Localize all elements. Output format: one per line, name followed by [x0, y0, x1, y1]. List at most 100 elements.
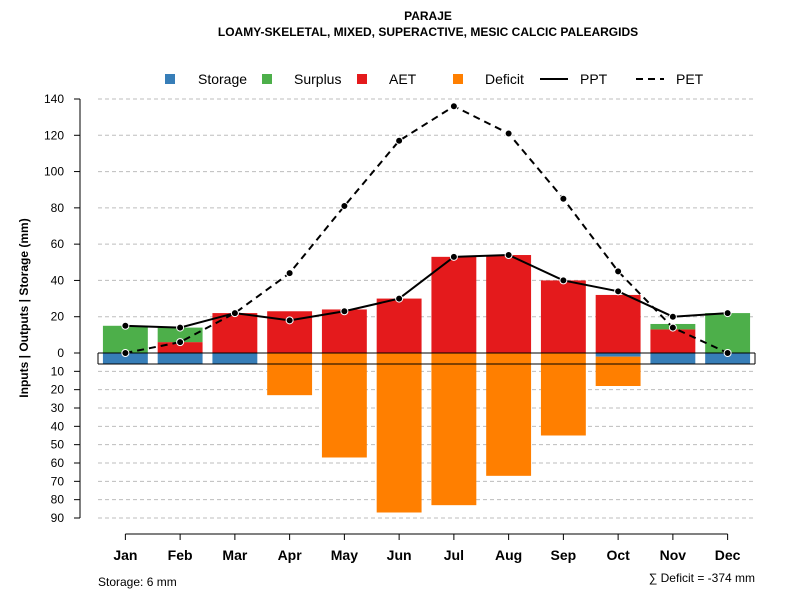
storage-bar-jan: [102, 353, 148, 364]
deficit-bar-aug: [486, 353, 532, 476]
pet-point-jul: [449, 102, 458, 111]
legend-label-deficit: Deficit: [485, 71, 524, 87]
legend-swatch-surplus: [262, 74, 272, 84]
deficit-bar-jun: [376, 353, 422, 513]
y-axis-title: Inputs | Outputs | Storage (mm): [17, 218, 31, 397]
ppt-point-aug: [504, 251, 513, 260]
pet-point-dec: [723, 349, 732, 357]
ppt-line: [125, 254, 728, 329]
y-tick-label-bottom-50: 50: [51, 438, 65, 452]
pet-point-may: [340, 202, 349, 211]
pet-point-feb: [176, 338, 185, 347]
y-tick-label-top-120: 120: [44, 128, 64, 142]
legend-label-surplus: Surplus: [294, 71, 341, 87]
x-tick-label-apr: Apr: [278, 547, 303, 563]
deficit-bar-sep: [540, 353, 586, 436]
x-tick-label-sep: Sep: [551, 547, 577, 563]
pet-point-mar: [230, 309, 239, 318]
surplus-bar-dec: [705, 313, 751, 353]
ppt-point-nov: [668, 312, 677, 321]
pet-point-nov: [668, 323, 677, 332]
gridlines: [98, 98, 755, 519]
x-tick-label-mar: Mar: [222, 547, 247, 563]
y-tick-label-bottom-70: 70: [51, 474, 65, 488]
pet-point-aug: [504, 129, 513, 138]
ppt-point-jun: [395, 294, 404, 303]
storage-bar-mar: [212, 353, 258, 364]
aet-bar-may: [321, 309, 367, 353]
y-tick-label-bottom-30: 30: [51, 401, 65, 415]
x-tick-label-oct: Oct: [606, 547, 630, 563]
aet-bar-nov: [650, 329, 696, 353]
legend-label-ppt: PPT: [580, 71, 608, 87]
legend-label-storage: Storage: [198, 71, 247, 87]
x-tick-label-aug: Aug: [495, 547, 522, 563]
y-tick-label-top-60: 60: [51, 237, 65, 251]
y-axis: 0 20 40 60 80 100 120 140 10 20 30 40 50 60 70 80 90: [44, 92, 81, 525]
surplus-bar-feb: [157, 327, 203, 343]
pet-point-jan: [121, 349, 130, 357]
bars: [97, 255, 756, 513]
deficit-bar-may: [321, 353, 367, 458]
ppt-point-oct: [614, 287, 623, 296]
deficit-bar-jul: [431, 353, 477, 506]
storage-bar-feb: [157, 353, 203, 364]
y-tick-label-top-0: 0: [57, 346, 64, 360]
ppt-point-may: [340, 307, 349, 316]
x-tick-label-jul: Jul: [444, 547, 464, 563]
x-tick-label-may: May: [331, 547, 358, 563]
series-lines: [121, 102, 732, 357]
ppt-point-jan: [121, 321, 130, 330]
aet-bar-aug: [486, 255, 532, 353]
aet-bar-sep: [540, 280, 586, 353]
x-tick-label-nov: Nov: [660, 547, 687, 563]
x-tick-label-dec: Dec: [715, 547, 741, 563]
pet-point-jun: [395, 136, 404, 145]
chart-title: PARAJE: [404, 9, 452, 23]
ppt-point-feb: [176, 323, 185, 332]
legend-swatch-aet: [357, 74, 367, 84]
ppt-point-apr: [285, 316, 294, 325]
deficit-bar-oct: [595, 356, 641, 386]
legend: Storage Surplus AET Deficit PPT PET: [165, 71, 704, 87]
ppt-point-dec: [723, 309, 732, 318]
storage-bar-dec: [705, 353, 751, 364]
pet-point-oct: [614, 267, 623, 276]
y-tick-label-bottom-20: 20: [51, 383, 65, 397]
y-tick-label-bottom-90: 90: [51, 511, 65, 525]
ppt-point-jul: [449, 252, 458, 261]
aet-bar-feb: [157, 342, 203, 353]
x-tick-label-feb: Feb: [168, 547, 193, 563]
storage-bar-oct: [595, 353, 641, 357]
x-tick-label-jun: Jun: [387, 547, 412, 563]
storage-bar-nov: [650, 353, 696, 364]
legend-swatch-deficit: [453, 74, 463, 84]
aet-bar-jun: [376, 298, 422, 353]
y-tick-label-bottom-80: 80: [51, 493, 65, 507]
ppt-point-sep: [559, 276, 568, 285]
aet-bar-jul: [431, 256, 477, 353]
x-axis: Jan Feb Mar Apr May Jun Jul Aug Sep Oct Nov Dec: [113, 533, 741, 563]
y-tick-label-top-140: 140: [44, 92, 64, 106]
aet-bar-oct: [595, 294, 641, 353]
legend-label-aet: AET: [389, 71, 417, 87]
pet-line: [125, 105, 729, 354]
y-tick-label-bottom-10: 10: [51, 364, 65, 378]
chart-subtitle: LOAMY-SKELETAL, MIXED, SUPERACTIVE, MESI…: [218, 25, 638, 39]
pet-point-sep: [559, 194, 568, 203]
y-tick-label-top-80: 80: [51, 201, 65, 215]
x-tick-label-jan: Jan: [113, 547, 137, 563]
aet-bar-mar: [212, 313, 258, 353]
y-tick-label-bottom-60: 60: [51, 456, 65, 470]
legend-swatch-storage: [165, 74, 175, 84]
deficit-bar-apr: [267, 353, 313, 396]
pet-point-apr: [285, 269, 294, 278]
deficit-total-label: ∑ Deficit = -374 mm: [649, 571, 755, 585]
y-tick-label-top-100: 100: [44, 165, 64, 179]
y-tick-label-bottom-40: 40: [51, 419, 65, 433]
storage-total-label: Storage: 6 mm: [98, 575, 177, 589]
legend-label-pet: PET: [676, 71, 704, 87]
surplus-bar-jan: [102, 325, 148, 353]
y-tick-label-top-20: 20: [51, 310, 65, 324]
